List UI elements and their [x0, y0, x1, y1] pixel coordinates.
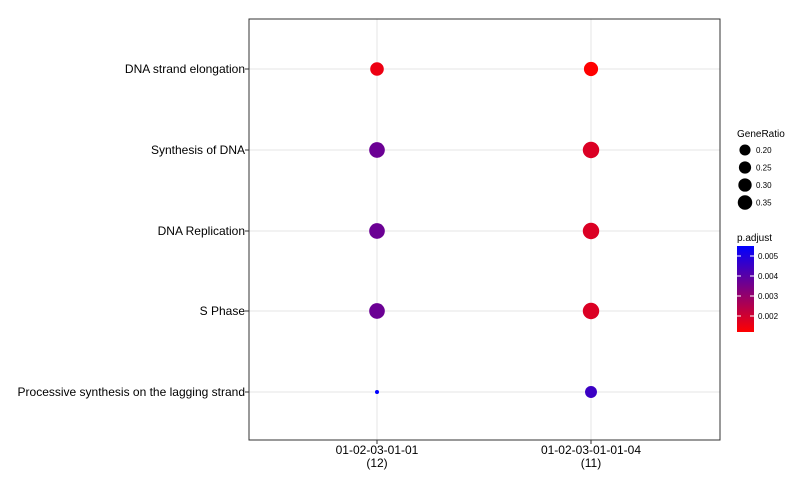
gene-ratio-legend-key — [739, 144, 751, 156]
x-tick-count-label: (11) — [581, 456, 601, 470]
y-tick-label: Processive synthesis on the lagging stra… — [18, 385, 245, 399]
data-point — [583, 61, 599, 77]
gene-ratio-legend-key — [738, 161, 752, 174]
data-point — [369, 303, 385, 319]
y-tick-label: Synthesis of DNA — [151, 143, 245, 157]
p-adjust-legend-title: p.adjust — [737, 233, 772, 244]
y-axis: DNA strand elongation Synthesis of DNA DNA… — [18, 62, 249, 399]
data-point — [582, 302, 600, 320]
p-adjust-legend-label: 0.002 — [758, 312, 779, 321]
data-point — [585, 386, 597, 398]
data-point — [370, 62, 384, 76]
p-adjust-legend-label: 0.004 — [758, 272, 779, 281]
y-tick-label: DNA strand elongation — [125, 62, 245, 76]
data-point — [582, 222, 600, 240]
x-tick-label: 01-02-03-01-01-04 — [541, 443, 641, 457]
gene-ratio-legend-label: 0.35 — [756, 199, 772, 208]
gene-ratio-legend-label: 0.25 — [756, 164, 772, 173]
p-adjust-colorbar — [737, 246, 754, 332]
p-adjust-legend-label: 0.003 — [758, 292, 779, 301]
gene-ratio-legend-label: 0.30 — [756, 181, 772, 190]
gene-ratio-legend-key — [737, 195, 753, 210]
gene-ratio-legend-key — [738, 178, 752, 192]
x-tick-count-label: (12) — [366, 456, 387, 470]
data-point — [369, 223, 385, 239]
data-points — [369, 61, 600, 398]
grid-lines — [249, 19, 720, 440]
y-tick-label: DNA Replication — [158, 224, 245, 238]
y-tick-label: S Phase — [200, 304, 246, 318]
gene-ratio-legend-title: GeneRatio — [737, 129, 785, 140]
data-point — [369, 142, 385, 158]
gene-ratio-legend: GeneRatio 0.20 0.25 0.30 0.35 — [737, 129, 785, 210]
x-tick-label: 01-02-03-01-01 — [336, 443, 419, 457]
p-adjust-legend-label: 0.005 — [758, 252, 779, 261]
gene-ratio-legend-label: 0.20 — [756, 146, 772, 155]
data-point — [582, 141, 600, 159]
x-axis: 01-02-03-01-01(12) 01-02-03-01-01-04(11) — [336, 440, 641, 470]
plot-panel — [248, 18, 721, 441]
p-adjust-legend: p.adjust 0.002 0.003 0.004 0.005 — [737, 233, 779, 332]
data-point — [375, 390, 379, 394]
